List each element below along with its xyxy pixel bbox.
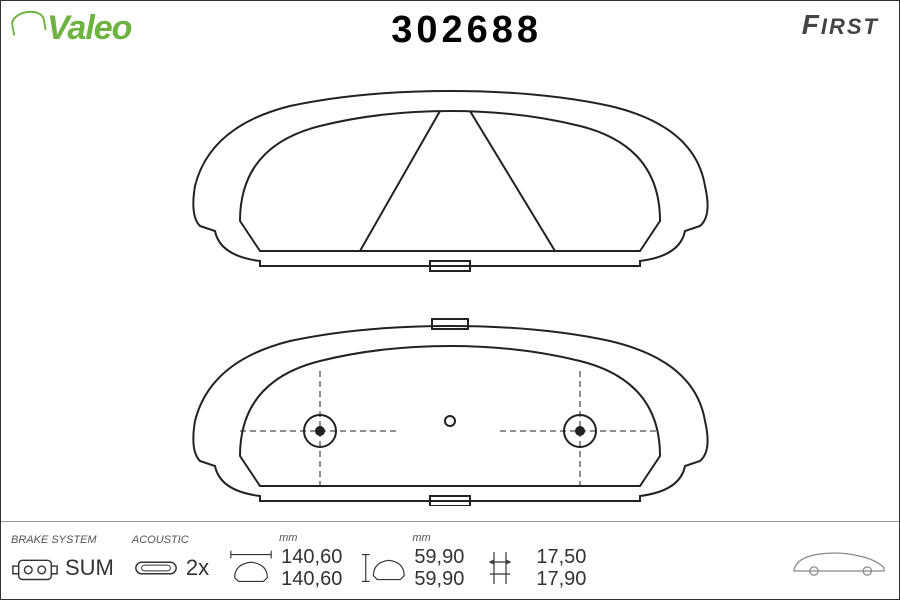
spec-thickness: 17,50 17,90 [482,532,586,590]
part-number: 302688 [391,9,542,52]
height-icon [360,548,408,588]
width-icon [227,548,275,588]
shim-icon [132,548,180,588]
brand-logo: Valeo [11,9,131,48]
spec-acoustic: ACOUSTIC 2x [132,534,209,588]
first-badge: FIRST [802,9,879,41]
brake-pad-diagram [1,56,899,516]
specs-bar: BRAKE SYSTEM SUM ACOUSTIC 2x mm 140,60 1… [1,521,899,599]
spec-brake-system: BRAKE SYSTEM SUM [11,534,114,588]
spec-height: mm 59,90 59,90 [360,532,464,590]
car-silhouette-icon [789,546,889,576]
thickness-icon [482,548,530,588]
caliper-icon [11,548,59,588]
spec-width: mm 140,60 140,60 [227,532,342,590]
